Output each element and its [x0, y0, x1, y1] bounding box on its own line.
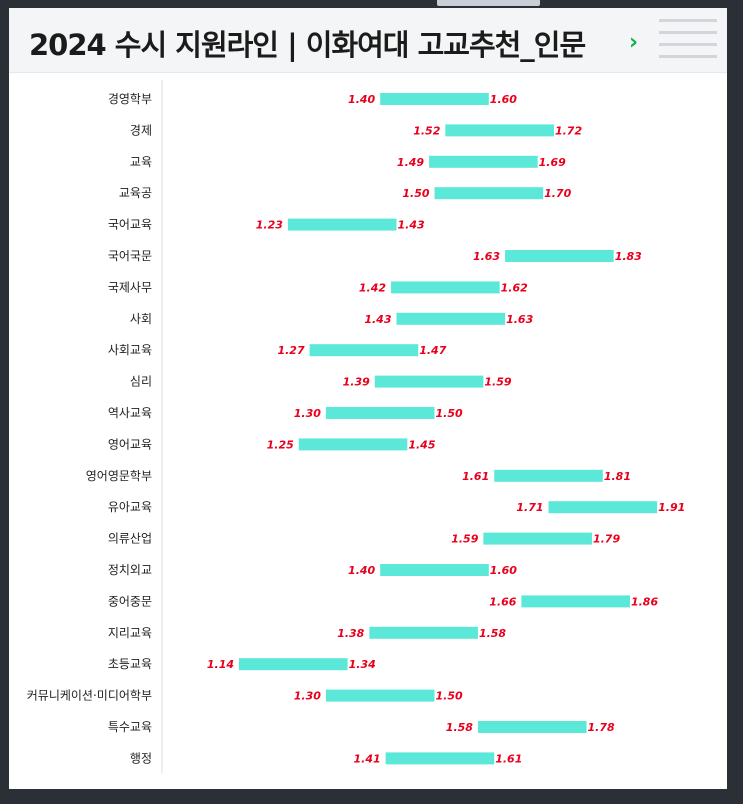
high-value-label: 1.45 — [408, 438, 435, 451]
category-label: 사회 — [130, 312, 152, 326]
high-value-label: 1.60 — [490, 564, 517, 577]
low-value-label: 1.41 — [353, 752, 380, 765]
low-value-label: 1.25 — [267, 438, 294, 451]
low-value-label: 1.50 — [402, 187, 429, 200]
range-bar — [483, 532, 592, 545]
low-value-label: 1.38 — [337, 627, 364, 640]
category-label: 사회교육 — [108, 343, 152, 357]
header: 2024 수시 지원라인 | 이화여대 고교추천_인문 › — [9, 8, 727, 73]
range-bar — [477, 721, 587, 733]
category-label: 초등교육 — [108, 657, 152, 671]
range-bar — [369, 626, 478, 639]
range-bar — [391, 281, 500, 294]
range-bar — [380, 93, 489, 105]
range-bar — [429, 155, 538, 168]
high-value-label: 1.63 — [506, 313, 533, 326]
range-bar — [385, 752, 495, 765]
category-label: 경영학부 — [108, 92, 152, 106]
low-value-label: 1.39 — [343, 376, 370, 389]
chart-card: 2024 수시 지원라인 | 이화여대 고교추천_인문 › 경영학부 1.40 1.… — [9, 8, 727, 789]
high-value-label: 1.72 — [555, 124, 582, 137]
category-label: 심리 — [130, 375, 152, 389]
range-bar — [396, 312, 506, 325]
high-value-label: 1.58 — [479, 627, 506, 640]
category-label: 정치외교 — [108, 563, 152, 577]
category-label: 교육공 — [119, 186, 152, 200]
high-value-label: 1.69 — [539, 156, 566, 169]
low-value-label: 1.23 — [256, 219, 283, 232]
high-value-label: 1.50 — [436, 407, 463, 420]
category-label: 커뮤니케이션·미디어학부 — [27, 689, 152, 703]
range-bar — [521, 595, 630, 608]
low-value-label: 1.63 — [473, 250, 500, 263]
range-bar — [434, 187, 544, 200]
chevron-right-icon[interactable]: › — [629, 30, 639, 55]
category-label: 교육 — [130, 155, 152, 169]
hamburger-menu-icon[interactable] — [659, 17, 717, 63]
category-label: 유아교육 — [108, 500, 152, 514]
high-value-label: 1.79 — [593, 533, 620, 546]
low-value-label: 1.30 — [294, 690, 321, 703]
category-label: 지리교육 — [108, 626, 152, 640]
high-value-label: 1.91 — [658, 501, 685, 514]
range-bar — [445, 124, 554, 137]
category-label: 행정 — [130, 750, 152, 765]
low-value-label: 1.66 — [489, 595, 516, 608]
low-value-label: 1.43 — [364, 313, 391, 326]
range-bar — [239, 658, 348, 671]
range-bar — [548, 501, 658, 514]
low-value-label: 1.52 — [413, 124, 440, 137]
high-value-label: 1.62 — [501, 281, 528, 294]
category-label: 국제사무 — [108, 280, 152, 294]
category-label: 국어교육 — [108, 218, 152, 232]
high-value-label: 1.61 — [495, 752, 522, 765]
range-bar — [325, 407, 435, 419]
category-label: 영어영문학부 — [86, 469, 152, 483]
range-bar — [374, 375, 484, 388]
scroll-tab[interactable] — [437, 0, 540, 6]
high-value-label: 1.86 — [631, 595, 658, 608]
category-label: 국어국문 — [108, 249, 152, 263]
high-value-label: 1.34 — [349, 658, 376, 671]
category-label: 영어교육 — [108, 437, 152, 451]
low-value-label: 1.40 — [348, 93, 375, 106]
top-strip — [0, 0, 743, 8]
high-value-label: 1.83 — [615, 250, 642, 263]
category-label: 특수교육 — [108, 720, 152, 734]
category-label: 의류산업 — [108, 532, 152, 546]
high-value-label: 1.47 — [419, 344, 446, 357]
high-value-label: 1.43 — [397, 219, 424, 232]
range-bar — [380, 564, 489, 576]
high-value-label: 1.60 — [490, 93, 517, 106]
high-value-label: 1.70 — [544, 187, 571, 200]
high-value-label: 1.50 — [436, 690, 463, 703]
range-bar — [494, 469, 603, 482]
range-bar — [505, 250, 614, 262]
high-value-label: 1.81 — [604, 470, 631, 483]
low-value-label: 1.30 — [294, 407, 321, 420]
low-value-label: 1.14 — [207, 658, 234, 671]
low-value-label: 1.58 — [446, 721, 473, 734]
low-value-label: 1.27 — [277, 344, 304, 357]
low-value-label: 1.59 — [451, 533, 478, 546]
range-bar-chart: 경영학부 1.40 1.60 경제 1.52 1.72 교육 1.49 1.69 교육공 1.50 1… — [27, 80, 685, 773]
low-value-label: 1.49 — [397, 156, 424, 169]
range-bar — [325, 689, 435, 702]
category-label: 중어중문 — [108, 594, 152, 608]
range-bar — [298, 438, 408, 451]
range-bar — [287, 218, 397, 231]
high-value-label: 1.78 — [588, 721, 615, 734]
page-title: 2024 수시 지원라인 | 이화여대 고교추천_인문 — [29, 28, 586, 62]
low-value-label: 1.71 — [516, 501, 543, 514]
high-value-label: 1.59 — [484, 376, 511, 389]
category-label: 역사교육 — [108, 406, 152, 420]
range-bar — [309, 344, 419, 357]
category-label: 경제 — [130, 123, 152, 137]
low-value-label: 1.61 — [462, 470, 489, 483]
low-value-label: 1.42 — [359, 281, 386, 294]
low-value-label: 1.40 — [348, 564, 375, 577]
